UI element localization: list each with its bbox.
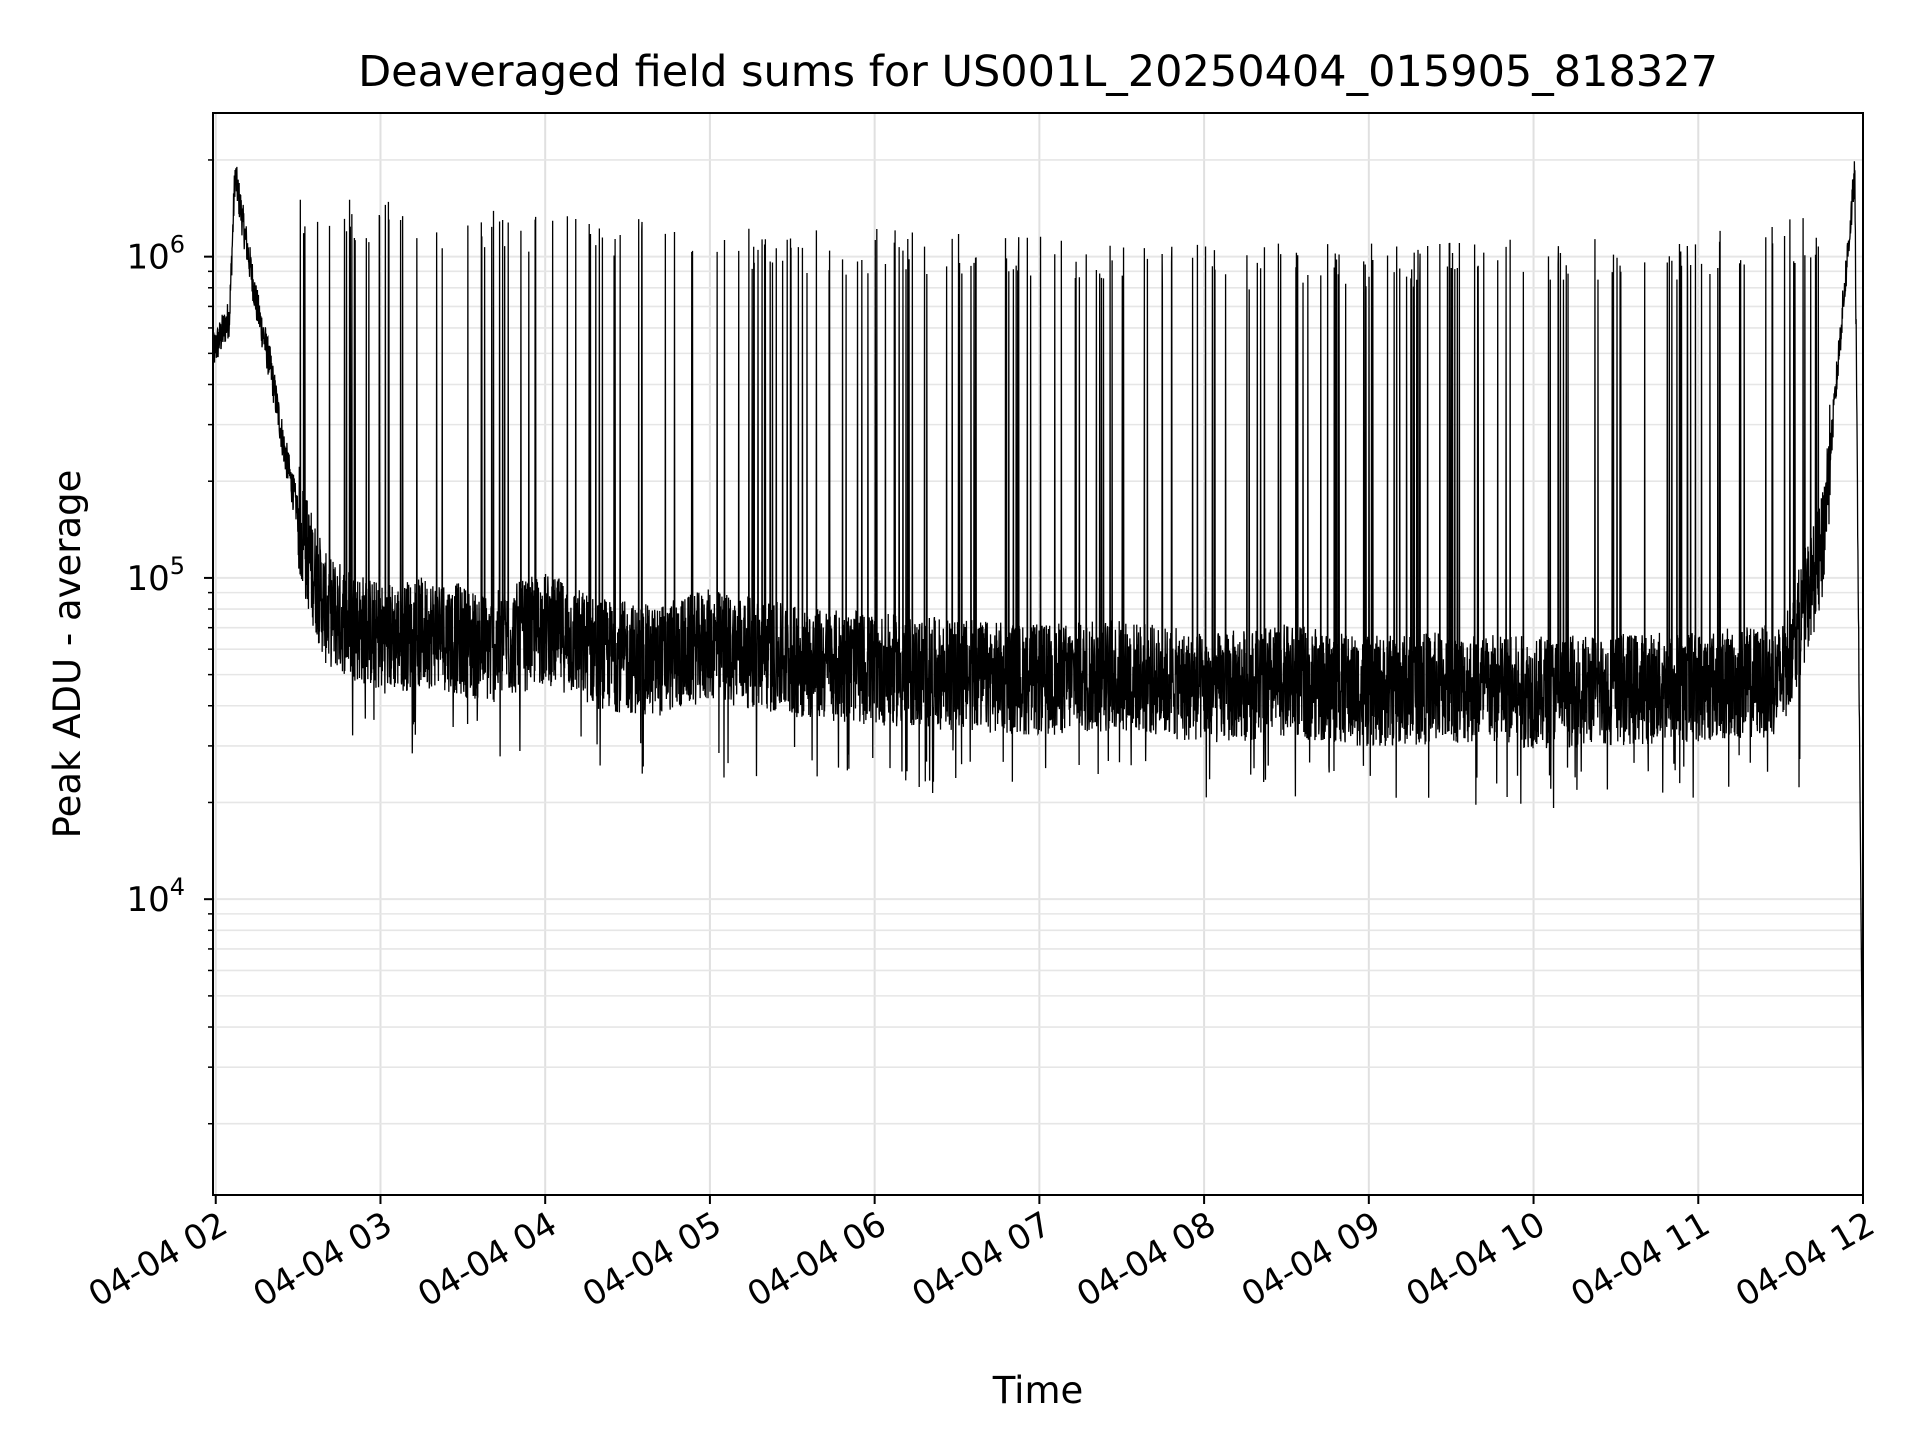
grid-lines <box>213 113 1864 1195</box>
plot-frame <box>212 112 1864 1196</box>
y-tick-exponent: 6 <box>170 231 185 259</box>
series-line <box>212 161 1864 1147</box>
y-tick-base: 10 <box>126 559 169 599</box>
y-tick-label: 106 <box>126 231 185 278</box>
y-tick-base: 10 <box>126 238 169 278</box>
y-tick-exponent: 4 <box>170 873 185 901</box>
y-axis-label: Peak ADU - average <box>46 470 89 839</box>
y-tick-label: 105 <box>126 552 185 599</box>
x-axis-label: Time <box>992 1369 1084 1412</box>
y-tick-base: 10 <box>126 880 169 920</box>
data-layer <box>212 161 1864 1147</box>
y-tick-label: 104 <box>126 873 185 920</box>
y-tick-exponent: 5 <box>170 552 185 580</box>
chart-title: Deaveraged field sums for US001L_2025040… <box>358 47 1718 97</box>
